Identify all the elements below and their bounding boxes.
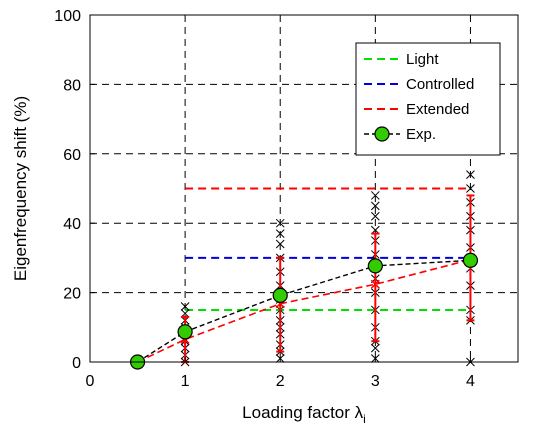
legend-label: Light — [406, 51, 439, 68]
series-exp-point — [177, 324, 193, 340]
x-tick-label: 2 — [276, 373, 285, 390]
y-tick-label: 80 — [63, 77, 81, 94]
x-axis-label-subscript: i — [363, 412, 366, 426]
series-exp-line — [137, 259, 471, 363]
x-tick-label: 3 — [371, 373, 380, 390]
legend-label: Extended — [406, 101, 469, 118]
series-exp-point — [367, 258, 383, 274]
legend-item: Extended — [364, 101, 469, 118]
sample-point — [180, 302, 190, 311]
y-tick-label: 40 — [63, 216, 81, 233]
x-axis-label: Loading factor λi — [242, 403, 366, 426]
x-axis-label-main: Loading factor λ — [242, 403, 363, 422]
sample-point — [370, 191, 380, 200]
sample-point — [370, 211, 380, 221]
sample-point — [370, 343, 380, 353]
sample-point — [466, 184, 475, 193]
x-tick-label: 4 — [466, 373, 475, 390]
model-mean-marker — [370, 279, 380, 289]
sample-point-stroke — [180, 302, 190, 311]
legend-label: Controlled — [406, 76, 474, 93]
sample-point — [466, 170, 475, 179]
y-tick-label: 0 — [72, 355, 81, 372]
y-axis-label: Eigenfrequency shift (%) — [11, 96, 30, 281]
plot-elements — [129, 170, 479, 370]
sample-point-stroke — [370, 211, 380, 221]
sample-point — [275, 218, 285, 228]
series-exp-point — [462, 252, 479, 268]
sample-point-stroke — [370, 343, 380, 353]
x-tick-label: 0 — [86, 373, 95, 390]
sample-point-stroke — [275, 229, 285, 238]
sample-point — [275, 229, 285, 238]
sample-point-stroke — [466, 184, 475, 193]
sample-point-stroke — [370, 191, 380, 200]
plot-frame — [89, 14, 519, 363]
y-tick-label: 100 — [54, 8, 81, 25]
y-tick-label: 60 — [63, 147, 81, 164]
legend-item: Exp. — [364, 126, 436, 143]
series-exp-point — [272, 287, 288, 303]
sample-point-stroke — [370, 201, 380, 211]
legend-item: Controlled — [364, 76, 474, 93]
y-tick-label: 20 — [63, 286, 81, 303]
sample-point-stroke — [275, 218, 285, 228]
legend-marker — [374, 126, 390, 142]
legend-item: Light — [364, 51, 439, 68]
sample-point — [370, 201, 380, 211]
x-tick-label: 1 — [181, 373, 190, 390]
sample-point — [275, 239, 285, 249]
sample-point-stroke — [275, 239, 285, 249]
sample-point-stroke — [466, 170, 475, 179]
legend: Light Controlled Extended Exp. — [355, 42, 501, 156]
legend-label: Exp. — [406, 126, 436, 143]
